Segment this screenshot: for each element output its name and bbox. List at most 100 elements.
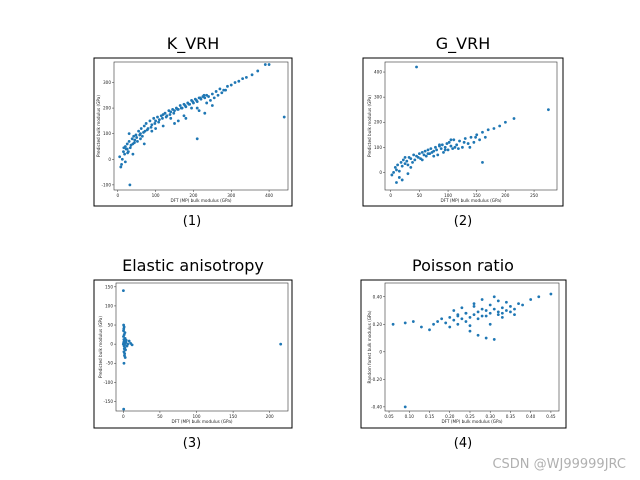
- data-point: [187, 102, 191, 106]
- data-point: [464, 311, 468, 315]
- y-tick-label: -0.20: [371, 377, 382, 382]
- data-point: [504, 309, 508, 312]
- data-point: [139, 127, 143, 130]
- data-point: [426, 148, 430, 152]
- data-point: [122, 407, 126, 411]
- data-point: [424, 154, 428, 158]
- data-point: [390, 173, 394, 177]
- data-point: [468, 324, 472, 328]
- data-point: [412, 153, 416, 157]
- data-point: [173, 109, 176, 113]
- data-point: [500, 311, 504, 315]
- data-point: [131, 152, 135, 156]
- data-point: [476, 317, 480, 321]
- data-point: [172, 111, 176, 115]
- data-point: [492, 127, 496, 130]
- data-point: [400, 164, 404, 168]
- data-point: [484, 309, 488, 312]
- data-point: [460, 317, 464, 321]
- data-point: [138, 133, 142, 137]
- data-point: [179, 106, 183, 110]
- chart-4: 0.05 0.10 0.15 0.20 0.25 0.30 0.35 0.40 0.45 -0.4…: [360, 279, 567, 429]
- data-point: [168, 113, 172, 116]
- data-point: [149, 125, 153, 129]
- data-point: [195, 137, 199, 141]
- data-point: [400, 178, 404, 182]
- data-point: [122, 146, 126, 150]
- x-tick-label: 0.10: [405, 414, 415, 419]
- y-tick-label: 200: [103, 106, 111, 111]
- data-point: [121, 289, 125, 293]
- data-point: [429, 147, 433, 150]
- data-point: [212, 96, 216, 100]
- data-point: [122, 347, 126, 351]
- data-point: [464, 320, 468, 323]
- y-tick-label: -100: [103, 380, 113, 385]
- x-tick-label: 0.20: [445, 414, 455, 419]
- data-point: [130, 137, 134, 141]
- data-point: [475, 133, 479, 137]
- data-point: [136, 139, 139, 143]
- chart-3-frame: [93, 279, 293, 429]
- data-point: [500, 306, 504, 310]
- data-point: [443, 148, 447, 152]
- data-point: [127, 139, 131, 143]
- data-point: [135, 136, 139, 139]
- data-point: [484, 336, 488, 340]
- data-point: [451, 147, 455, 150]
- x-tick-label: 400: [265, 193, 273, 198]
- data-point: [163, 111, 167, 115]
- data-point: [210, 92, 214, 96]
- data-point: [498, 124, 502, 128]
- y-tick-label: 200: [374, 120, 382, 125]
- data-point: [142, 131, 145, 134]
- x-tick-label: 0: [389, 193, 392, 198]
- data-point: [504, 120, 507, 124]
- data-point: [210, 104, 214, 107]
- data-point: [483, 135, 487, 139]
- data-point: [468, 329, 472, 333]
- x-tick-label: 0.45: [546, 414, 556, 419]
- data-point: [403, 162, 407, 166]
- data-point: [241, 77, 245, 81]
- y-tick-label: 300: [103, 80, 111, 85]
- x-tick-label: 200: [189, 193, 197, 198]
- data-point: [481, 130, 484, 134]
- data-point: [134, 133, 138, 137]
- data-point: [176, 107, 179, 111]
- data-point: [393, 166, 397, 169]
- data-point: [145, 128, 149, 132]
- data-point: [403, 155, 407, 159]
- y-tick-label: -0.40: [371, 404, 382, 409]
- data-point: [403, 405, 407, 409]
- data-point: [480, 314, 484, 318]
- chart-4-frame: [360, 279, 567, 429]
- x-tick-label: 50: [417, 193, 423, 198]
- data-point: [123, 160, 127, 164]
- data-point: [282, 115, 286, 119]
- data-point: [476, 310, 480, 314]
- data-point: [144, 122, 148, 125]
- data-point: [436, 320, 440, 323]
- data-point: [480, 298, 484, 301]
- data-point: [422, 153, 426, 157]
- y-tick-label: 300: [374, 95, 382, 100]
- data-point: [203, 111, 207, 115]
- data-point: [169, 116, 173, 120]
- data-point: [126, 342, 130, 346]
- x-tick-label: 100: [193, 414, 201, 419]
- x-axis-label: DFT (MP) bulk modulus (GPa): [440, 198, 501, 203]
- data-point: [537, 295, 541, 299]
- data-point: [237, 79, 241, 83]
- data-point: [161, 116, 164, 120]
- data-point: [436, 153, 440, 157]
- data-point: [443, 145, 447, 149]
- data-point: [481, 160, 484, 164]
- data-point: [184, 116, 188, 120]
- data-point: [157, 118, 161, 121]
- data-point: [226, 84, 229, 88]
- data-point: [154, 127, 158, 130]
- data-point: [460, 306, 464, 310]
- data-point: [504, 300, 508, 304]
